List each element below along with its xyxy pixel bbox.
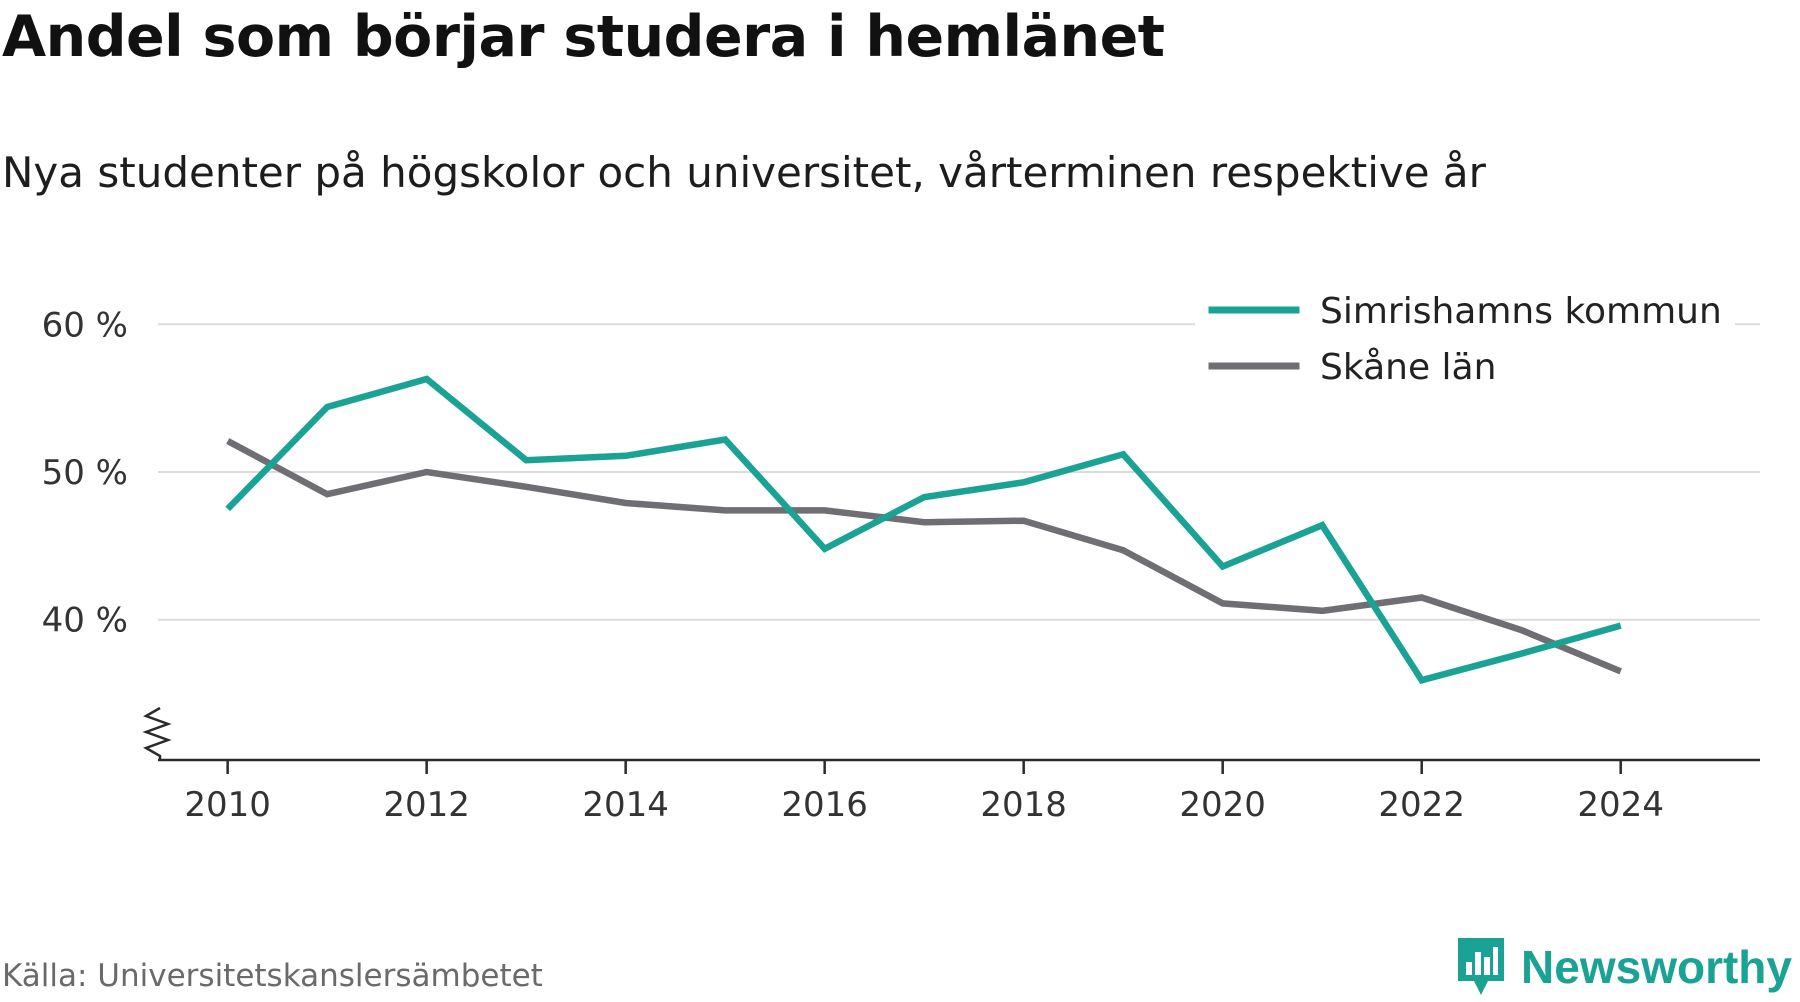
- x-tick-label: 2014: [582, 785, 669, 825]
- y-tick-label: 50 %: [42, 453, 128, 493]
- legend-background: [1195, 282, 1735, 394]
- x-axis: [142, 706, 1760, 762]
- chart-title: Andel som börjar studera i hemlänet: [2, 4, 1165, 70]
- chart-subtitle: Nya studenter på högskolor och universit…: [2, 148, 1486, 197]
- legend-label-skane-lan: Skåne län: [1320, 347, 1496, 388]
- legend-label-simrishamns-kommun: Simrishamns kommun: [1320, 291, 1722, 332]
- x-tick-label: 2020: [1179, 785, 1266, 825]
- newsworthy-chart-icon: [1458, 938, 1505, 995]
- y-tick-label: 60 %: [42, 305, 128, 345]
- y-tick-labels: 40 % 50 % 60 %: [42, 305, 128, 640]
- x-tick-label: 2016: [781, 785, 868, 825]
- source-note: Källa: Universitetskanslersämbetet: [2, 958, 543, 994]
- x-tick-label: 2022: [1378, 785, 1465, 825]
- x-tick-label: 2018: [980, 785, 1067, 825]
- series-line-sk-ne-l-n: [226, 438, 1622, 675]
- series-line-simrishamns-kommun: [225, 375, 1622, 684]
- series-lines: [225, 375, 1622, 684]
- y-tick-label: 40 %: [42, 601, 128, 641]
- brand-name: Newsworthy: [1521, 941, 1792, 993]
- y-axis-break-icon: [142, 706, 172, 760]
- newsworthy-logo: Newsworthy: [1455, 932, 1792, 1002]
- legend: Simrishamns kommun Skåne län: [1195, 282, 1735, 394]
- x-tick-labels: 2010 2012 2014 2016 2018 2020 2022 2024: [184, 760, 1664, 825]
- x-tick-label: 2012: [383, 785, 470, 825]
- x-tick-label: 2010: [184, 785, 271, 825]
- x-tick-label: 2024: [1577, 785, 1664, 825]
